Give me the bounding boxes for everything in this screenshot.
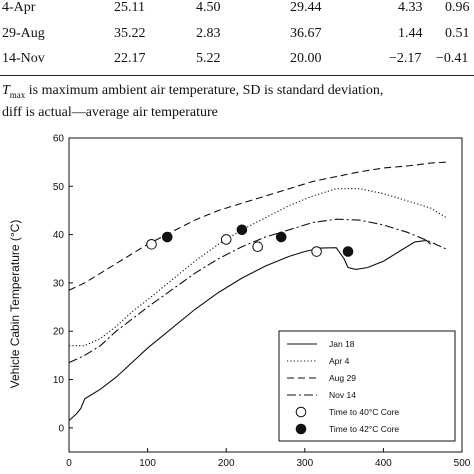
x-tick-label: 100 <box>139 458 156 469</box>
x-tick-label: 400 <box>375 458 392 469</box>
time-to-40c-marker <box>311 246 322 257</box>
footnote-line-1: Tmax is maximum ambient air temperature,… <box>2 82 472 104</box>
legend-entry-nov-14-label: Nov 14 <box>329 390 356 400</box>
plot-frame <box>68 137 463 453</box>
time-to-42c-marker <box>342 246 354 257</box>
value-cell: 25.11 <box>114 0 145 15</box>
legend-entry-jan-18-label: Jan 18 <box>329 339 355 349</box>
legend-entry-apr-4-label: Apr 4 <box>329 356 350 366</box>
legend-entry-time-to-40-c-core-label: Time to 40°C Core <box>329 407 399 417</box>
value-cell: 20.00 <box>290 51 322 66</box>
table-row: 29-Aug 35.22 2.83 36.67 1.44 0.51 <box>0 26 474 44</box>
value-cell: 5.22 <box>196 51 221 66</box>
y-tick-label: 50 <box>53 182 65 193</box>
series-line-apr-4 <box>69 188 447 347</box>
y-axis-label: Vehicle Cabin Temperature (°C) <box>8 220 22 389</box>
value-cell: 36.67 <box>290 26 322 41</box>
time-to-42c-marker <box>236 224 248 236</box>
axis-ticks: 0 100 200 300 400 500 0 10 20 30 40 50 60 <box>53 134 471 470</box>
x-tick-label: 200 <box>218 458 235 469</box>
value-cell: −2.17 <box>389 51 422 66</box>
table-row: 14-Nov 22.17 5.22 20.00 −2.17 −0.41 <box>0 51 474 69</box>
y-tick-label: 10 <box>53 375 65 386</box>
time-to-40c-marker <box>252 241 263 252</box>
markers <box>146 224 354 257</box>
x-tick-label: 300 <box>296 458 313 469</box>
tmax-symbol: T <box>2 83 10 98</box>
value-cell: 1.44 <box>398 26 423 41</box>
legend-entry-time-to-42-c-core-label: Time to 42°C Core <box>329 424 399 434</box>
value-cell: 35.22 <box>114 26 146 41</box>
time-to-40c-marker <box>146 238 157 250</box>
plot-area-border <box>68 137 463 453</box>
x-tick-label: 500 <box>454 458 471 469</box>
value-cell: −0.41 <box>436 51 469 66</box>
legend-entry-time-to-40-c-core-symbol <box>295 406 307 418</box>
value-cell: 0.96 <box>445 0 470 15</box>
value-cell: 2.83 <box>196 26 221 41</box>
tmax-subscript: max <box>9 89 26 100</box>
value-cell: 29.44 <box>290 0 322 15</box>
date-cell: 4-Apr <box>2 0 36 15</box>
y-tick-label: 30 <box>53 278 65 289</box>
date-cell: 14-Nov <box>2 51 45 66</box>
y-tick-label: 0 <box>58 423 64 434</box>
x-tick-label: 0 <box>66 458 72 469</box>
value-cell: 22.17 <box>114 51 146 66</box>
value-cell: 4.50 <box>196 0 221 15</box>
y-tick-label: 40 <box>53 230 65 241</box>
date-cell: 29-Aug <box>2 26 45 41</box>
footnote-line-2: diff is actual—average air temperature <box>2 104 218 120</box>
table-footnote: Tmax is maximum ambient air temperature,… <box>2 82 472 122</box>
series-line-jan-18 <box>68 239 431 422</box>
value-cell: 4.33 <box>398 0 423 15</box>
value-cell: 0.51 <box>445 26 470 41</box>
table-bottom-rule <box>0 75 474 76</box>
legend-entry-time-to-42-c-core-symbol <box>295 423 307 435</box>
time-to-42c-marker <box>275 231 287 243</box>
legend: Jan 18 Apr 4 Aug 29 Nov 14 Time to 40°C Core… <box>278 330 456 442</box>
legend-entry-aug-29-label: Aug 29 <box>329 373 356 383</box>
series-line-nov-14 <box>68 218 447 364</box>
time-to-40c-marker <box>220 234 232 245</box>
legend-box <box>278 330 456 442</box>
y-tick-label: 60 <box>53 134 65 145</box>
footnote-text: is maximum ambient air temperature, SD i… <box>25 83 384 98</box>
series-line-aug-29 <box>68 161 447 291</box>
table-row: 4-Apr 25.11 4.50 29.44 4.33 0.96 <box>0 0 474 18</box>
time-to-42c-marker <box>161 231 173 243</box>
y-tick-label: 20 <box>53 327 65 338</box>
